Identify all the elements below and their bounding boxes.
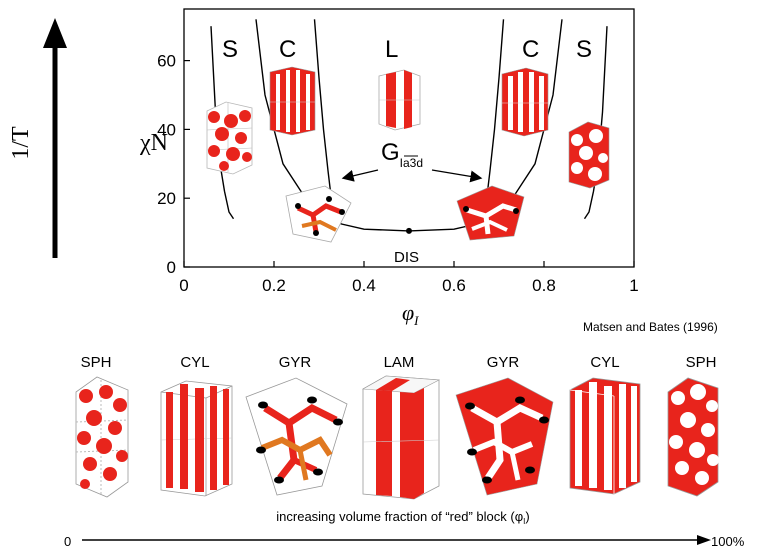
inset-cylinder-right [501,67,549,137]
temperature-axis-label: 1/T [8,126,34,160]
region-label-c-right: C [522,36,539,63]
y-tick-label: 40 [157,120,176,139]
plot-frame [183,8,635,268]
morphology-label-sph-left: SPH [81,354,112,371]
region-label-dis: DIS [394,249,419,266]
phase-boundary-2 [313,19,334,209]
phase-boundary-0 [210,26,235,220]
volume-fraction-arrow-head [697,535,711,545]
x-tick-label: 0.8 [532,276,556,295]
citation: Matsen and Bates (1996) [583,320,718,334]
x-tick-label: 0.6 [442,276,466,295]
morphology-cyl-white-cylinders [569,377,641,495]
inset-gyroid-right [456,185,525,241]
morphology-gyr-white-network [455,377,554,496]
inset-gyroid-left [285,185,352,243]
x-tick-label: 0 [179,276,188,295]
y-tick-label: 20 [157,189,176,208]
axis-caption: increasing volume fraction of “red” bloc… [276,509,529,526]
morphology-label-cyl-left: CYL [180,354,209,371]
region-label-s-left: S [222,36,238,63]
inset-lamellae [378,69,421,131]
axis-start-label: 0 [64,534,71,549]
phase-boundary-3 [484,19,505,209]
x-tick-label: 0.2 [262,276,286,295]
svg-text:GIa3d: GIa3d [381,139,423,170]
morphology-label-sph-right: SPH [686,354,717,371]
x-tick-labels: 0 0.2 0.4 0.6 0.8 1 [179,276,638,295]
x-tick-label: 0.4 [352,276,376,295]
inset-sphere-right [568,121,610,189]
y-axis-label: χN [139,130,168,156]
morphology-lam [361,375,441,500]
x-axis-label: φI [402,300,419,328]
region-label-l: L [385,36,398,63]
morphology-cyl-red-cylinders [160,380,233,497]
y-tick-label: 0 [167,258,176,277]
x-tick-label: 1 [629,276,638,295]
y-tick-label: 60 [157,52,176,71]
morphology-gyr-red-network [245,377,348,496]
phase-diagram: 0 0.2 0.4 0.6 0.8 1 0 20 40 60 χN φI S C L C S D… [139,8,718,334]
phase-boundaries [210,19,608,234]
temperature-axis: 1/T [8,18,67,258]
morphology-label-cyl-right: CYL [590,354,619,371]
inset-cylinder-left [269,66,316,136]
morphology-label-lam: LAM [384,354,415,371]
critical-point [406,227,412,234]
region-label-c-left: C [279,36,296,63]
morphology-sph-white-spheres [667,377,719,497]
morphology-row: SPH CYL GYR LAM GYR CYL SPH [64,354,745,549]
axis-ticks [183,59,635,268]
region-label-s-right: S [576,36,592,63]
morphology-label-gyr-left: GYR [279,354,312,371]
gyroid-region-label: GIa3d [341,139,483,183]
inset-sphere-left [206,101,253,175]
morphology-sph-red-spheres [75,376,129,498]
axis-end-label: 100% [711,534,745,549]
y-tick-labels: 0 20 40 60 [157,52,176,277]
morphology-label-gyr-right: GYR [487,354,520,371]
